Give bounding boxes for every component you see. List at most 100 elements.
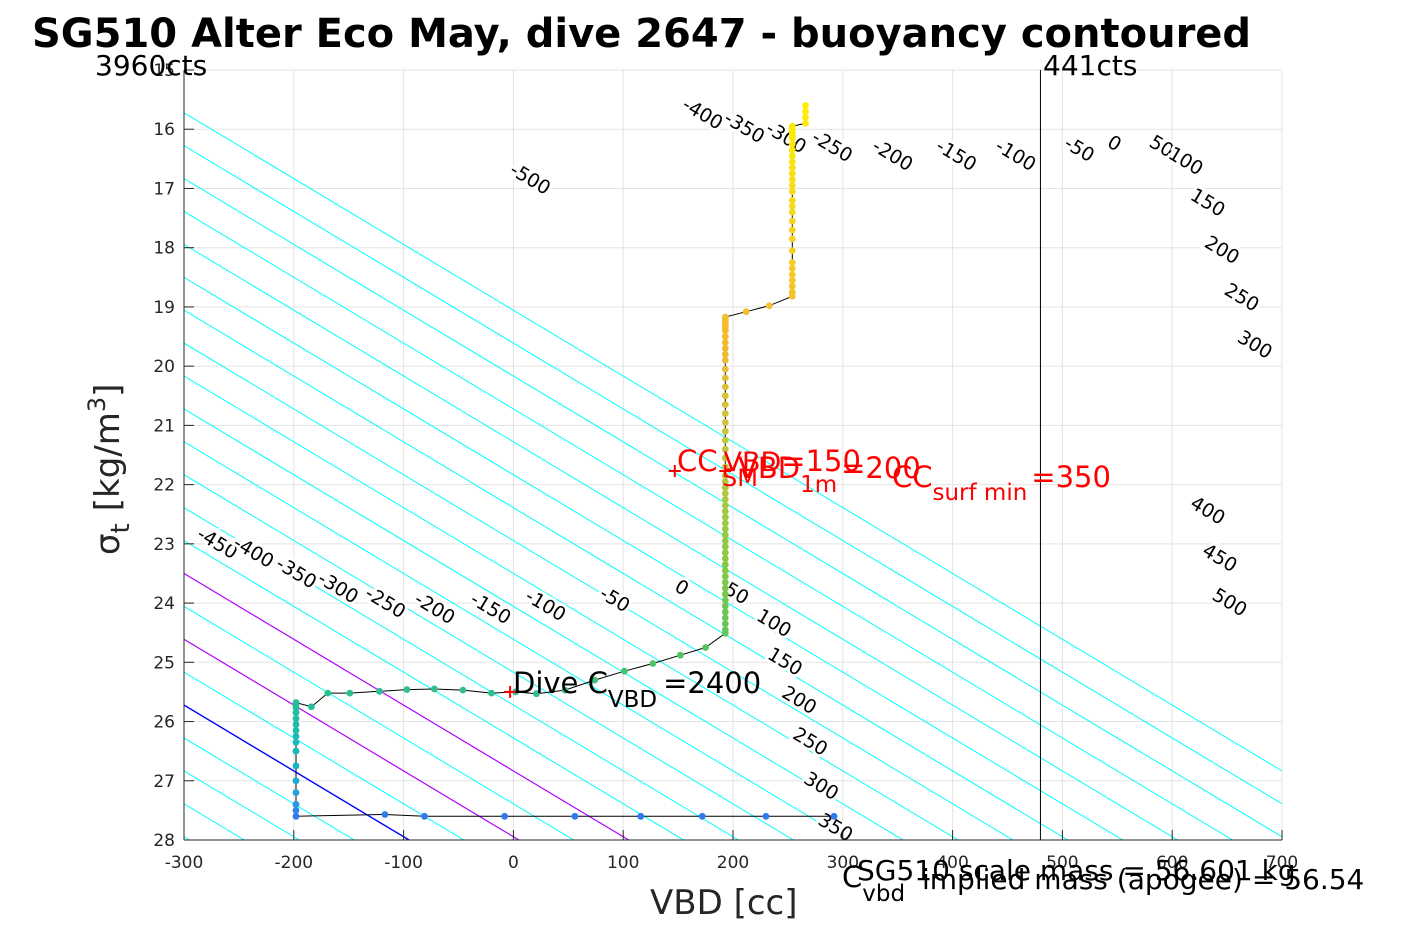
x-tick-label: 200 <box>717 853 749 873</box>
profile-point <box>721 350 729 358</box>
y-tick-label: 25 <box>153 653 175 673</box>
profile-point <box>721 445 729 453</box>
profile-point <box>292 747 300 755</box>
profile-point <box>459 686 467 694</box>
profile-point <box>488 689 495 697</box>
profile-point <box>721 531 729 539</box>
profile-point <box>292 699 300 706</box>
profile-point <box>788 265 796 272</box>
profile-point <box>637 812 645 820</box>
y-axis-unit: [kg/m <box>88 412 128 511</box>
contour-line <box>184 276 1124 840</box>
profile-point <box>292 732 300 740</box>
y-axis-label: σt [kg/m3] <box>83 384 136 555</box>
contour-line <box>184 572 629 840</box>
cc-surf-min-annotation: CCsurf min =350 <box>892 460 1111 506</box>
profile-point <box>788 288 796 296</box>
profile-point <box>788 196 796 204</box>
profile-point <box>721 339 729 346</box>
profile-point <box>430 685 438 693</box>
profile-point <box>802 102 809 109</box>
profile-point <box>721 374 729 382</box>
profile-point <box>721 313 729 321</box>
profile-point <box>721 454 729 462</box>
profile-point <box>381 811 389 818</box>
y-tick-label: 28 <box>153 831 175 851</box>
contour-line <box>184 441 849 840</box>
x-tick-label: -300 <box>165 853 204 873</box>
red-cross-marker <box>504 685 517 698</box>
profile-point <box>292 789 300 797</box>
profile-point <box>788 176 796 183</box>
profile-point <box>591 676 599 684</box>
profile-point <box>721 602 729 610</box>
profile-point <box>721 478 729 486</box>
profile-point <box>721 333 729 340</box>
profile-point <box>788 259 796 266</box>
contour-line <box>184 112 1282 772</box>
profile-point <box>721 519 729 527</box>
cvbd-footer-label: Cvbd <box>842 860 905 907</box>
profile-point <box>676 651 684 659</box>
profile-point <box>403 686 411 693</box>
profile-point <box>292 812 300 820</box>
y-axis-sub: t <box>106 523 136 533</box>
profile-point <box>721 392 729 400</box>
x-tick-label: 400 <box>936 853 968 873</box>
x-tick-label: 500 <box>1046 853 1078 873</box>
profile-point <box>802 113 809 121</box>
profile-point <box>788 208 796 216</box>
profile-point <box>788 276 796 284</box>
profile-point <box>292 801 300 808</box>
profile-point <box>802 108 809 115</box>
y-tick-label: 15 <box>153 61 175 81</box>
profile-point <box>292 721 300 728</box>
profile-point <box>721 614 729 622</box>
x-tick-label: -100 <box>384 853 423 873</box>
contour-line <box>184 210 1233 840</box>
y-tick-label: 17 <box>153 179 175 199</box>
y-axis-close: ] <box>88 384 128 397</box>
profile-point <box>721 383 729 391</box>
y-tick-label: 21 <box>153 416 175 436</box>
profile-point <box>721 410 729 417</box>
profile-point <box>649 660 657 667</box>
profile-point <box>788 188 796 195</box>
profile-point <box>324 689 332 697</box>
axes: -300 -200 -100 0 100 200 300 400 500 600 700 15 16 17… <box>153 61 1298 873</box>
profile-point <box>788 140 796 148</box>
profile-point <box>721 573 729 580</box>
profile-point <box>721 596 729 604</box>
profile-point <box>721 436 729 444</box>
profile-point <box>802 119 809 127</box>
profile-point <box>292 738 300 746</box>
profile-point <box>721 590 729 598</box>
profile-point <box>830 812 838 820</box>
profile-point <box>721 525 729 533</box>
profile-point <box>788 158 796 166</box>
profile-point <box>721 419 729 426</box>
y-axis-sup: 3 <box>83 397 111 412</box>
dive-cvbd-annotation: Dive CVBD =2400 <box>513 666 761 713</box>
y-tick-label: 22 <box>153 476 175 496</box>
profile-point <box>721 537 729 545</box>
profile-point <box>742 308 750 316</box>
profile-point <box>501 812 509 820</box>
profile-point <box>561 686 569 694</box>
contour-line <box>184 375 959 840</box>
profile-point <box>721 567 729 574</box>
profile-point <box>307 703 315 711</box>
contour-line <box>184 638 520 840</box>
profile-point <box>721 501 729 509</box>
profile-point <box>620 667 628 675</box>
right-counts-label: 441cts <box>1043 49 1137 82</box>
profile-point <box>788 152 796 160</box>
profile-point <box>721 513 729 521</box>
contour-line <box>184 408 904 840</box>
x-tick-label: 0 <box>508 853 519 873</box>
left-counts-label: 3960cts <box>95 49 207 82</box>
y-tick-label: 27 <box>153 772 175 792</box>
x-axis-label: VBD [cc] <box>650 883 798 923</box>
profile-point <box>721 401 729 409</box>
